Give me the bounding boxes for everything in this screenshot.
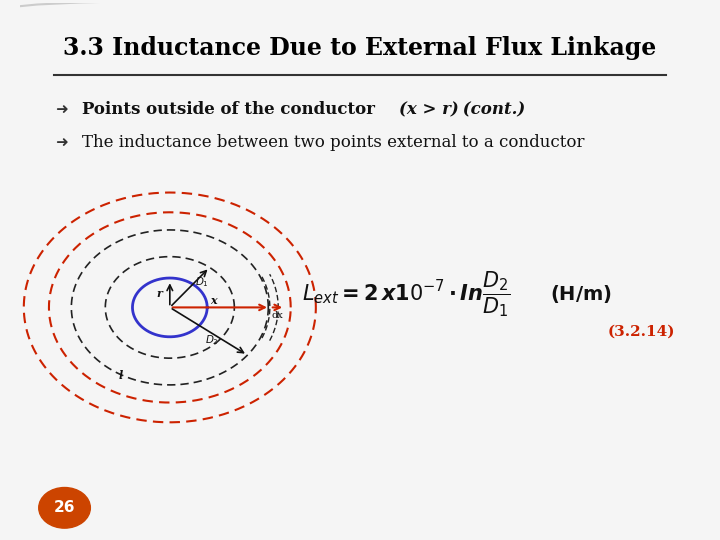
Text: $D_1$: $D_1$	[194, 275, 209, 289]
Text: (x > r): (x > r)	[400, 101, 459, 118]
Text: r: r	[156, 288, 162, 299]
Text: Points outside of the conductor: Points outside of the conductor	[81, 101, 380, 118]
Text: (cont.): (cont.)	[457, 101, 526, 118]
Text: x: x	[210, 295, 217, 306]
Text: 3.3 Inductance Due to External Flux Linkage: 3.3 Inductance Due to External Flux Link…	[63, 36, 657, 60]
Text: l: l	[119, 370, 122, 381]
Text: The inductance between two points external to a conductor: The inductance between two points extern…	[81, 134, 584, 151]
Text: ➜: ➜	[55, 102, 68, 117]
Text: $\mathbf{(H/m)}$: $\mathbf{(H/m)}$	[550, 283, 612, 305]
Text: $D_2$: $D_2$	[204, 333, 219, 347]
Text: $\boldsymbol{L_{ext} = 2\,x10^{-7} \cdot In\dfrac{D_2}{D_1}}$: $\boldsymbol{L_{ext} = 2\,x10^{-7} \cdot…	[302, 269, 510, 319]
Text: 26: 26	[54, 501, 76, 515]
Circle shape	[39, 488, 90, 528]
Text: (3.2.14): (3.2.14)	[608, 325, 675, 339]
Text: ➜: ➜	[55, 136, 68, 150]
Text: dx: dx	[271, 311, 283, 320]
